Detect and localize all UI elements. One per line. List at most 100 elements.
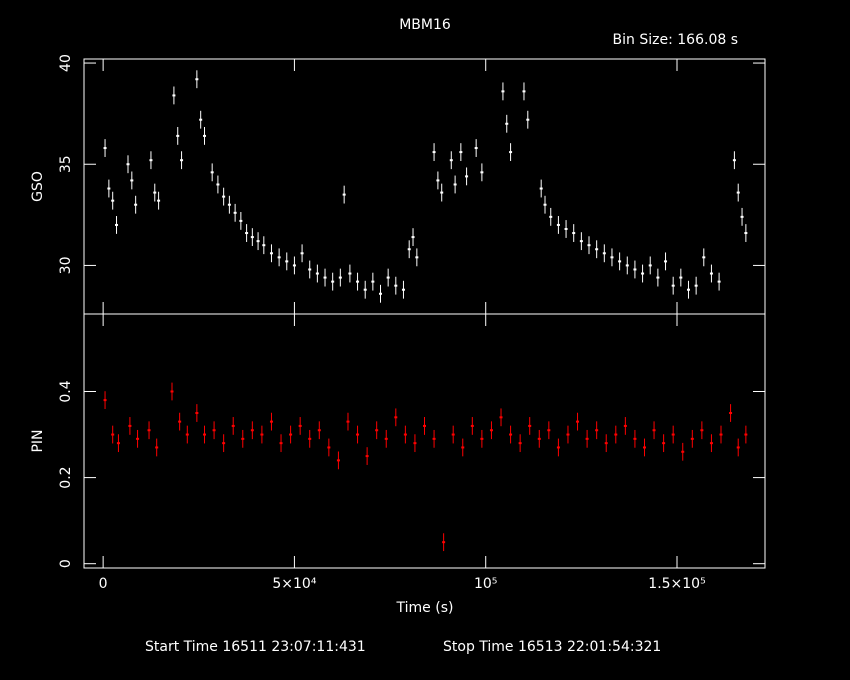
data-point (155, 446, 159, 449)
data-point (610, 256, 614, 259)
data-point (411, 236, 415, 239)
data-point (103, 399, 107, 402)
data-point (315, 272, 319, 275)
data-point (327, 446, 331, 449)
data-point (736, 191, 740, 194)
data-point (231, 424, 235, 427)
data-point (681, 450, 685, 453)
data-point (736, 446, 740, 449)
gso-frame (83, 58, 766, 315)
data-point (614, 433, 618, 436)
data-point (572, 232, 576, 235)
data-point (371, 280, 375, 283)
pin-panel: 0 0.2 0.4 PIN (30, 313, 766, 569)
data-point (222, 195, 226, 198)
data-point (700, 429, 704, 432)
data-point (401, 288, 405, 291)
data-point (501, 90, 505, 93)
data-point (556, 446, 560, 449)
data-point (618, 260, 622, 263)
data-point (547, 429, 551, 432)
y-tick-label: 40 (58, 54, 74, 72)
data-point (298, 424, 302, 427)
data-point (436, 179, 440, 182)
data-point (210, 171, 214, 174)
y-axis-label: GSO (30, 171, 46, 202)
data-point (717, 280, 721, 283)
x-axis-label: Time (s) (396, 600, 454, 616)
data-point (664, 260, 668, 263)
data-point (432, 151, 436, 154)
data-point (489, 429, 493, 432)
data-point (103, 147, 107, 150)
data-point (317, 429, 321, 432)
data-point (648, 264, 652, 267)
y-tick-label: 35 (58, 155, 74, 173)
data-point (633, 437, 637, 440)
data-point (729, 412, 733, 415)
data-point (465, 175, 469, 178)
data-point (250, 429, 254, 432)
data-point (686, 288, 690, 291)
data-point (623, 424, 627, 427)
data-point (702, 256, 706, 259)
data-point (128, 424, 132, 427)
data-point (690, 437, 694, 440)
data-point (470, 424, 474, 427)
data-point (442, 541, 446, 544)
data-point (384, 437, 388, 440)
data-point (336, 459, 340, 462)
data-point (126, 163, 130, 166)
data-point (136, 437, 140, 440)
data-point (256, 240, 260, 243)
data-point (440, 191, 444, 194)
data-point (260, 433, 264, 436)
data-point (269, 252, 273, 255)
data-point (222, 442, 226, 445)
data-point (652, 429, 656, 432)
y-tick-label: 0.4 (58, 380, 74, 402)
data-point (386, 276, 390, 279)
data-point (233, 211, 237, 214)
data-point (480, 171, 484, 174)
y-tick-label: 0 (58, 559, 74, 568)
data-point (656, 276, 660, 279)
data-point (522, 90, 526, 93)
data-point (641, 272, 645, 275)
data-point (549, 215, 553, 218)
data-point (694, 284, 698, 287)
data-point (564, 228, 568, 230)
data-point (134, 203, 138, 206)
x-axis-ticks: 0 5×10⁴ 10⁵ 1.5×10⁵ (99, 59, 706, 592)
data-point (505, 122, 509, 125)
data-point (363, 288, 367, 291)
data-point (415, 256, 419, 259)
data-point (518, 442, 522, 445)
data-point (528, 424, 532, 427)
data-point (379, 292, 383, 295)
data-point (451, 433, 455, 436)
data-point (116, 442, 120, 445)
chart-title: MBM16 (399, 17, 451, 33)
data-point (180, 159, 184, 162)
data-point (587, 244, 591, 247)
data-point (407, 248, 411, 251)
data-point (348, 272, 352, 275)
data-point (279, 442, 283, 445)
data-point (585, 437, 589, 440)
data-point (331, 280, 335, 283)
data-point (671, 284, 675, 287)
data-point (633, 268, 637, 271)
data-point (365, 455, 369, 458)
data-point (176, 134, 180, 137)
data-point (346, 420, 350, 423)
data-point (539, 187, 543, 190)
data-point (459, 151, 463, 154)
data-point (157, 199, 161, 202)
data-point (289, 433, 293, 436)
data-point (499, 416, 503, 419)
data-point (308, 437, 312, 440)
data-point (375, 429, 379, 432)
data-point (576, 420, 580, 423)
